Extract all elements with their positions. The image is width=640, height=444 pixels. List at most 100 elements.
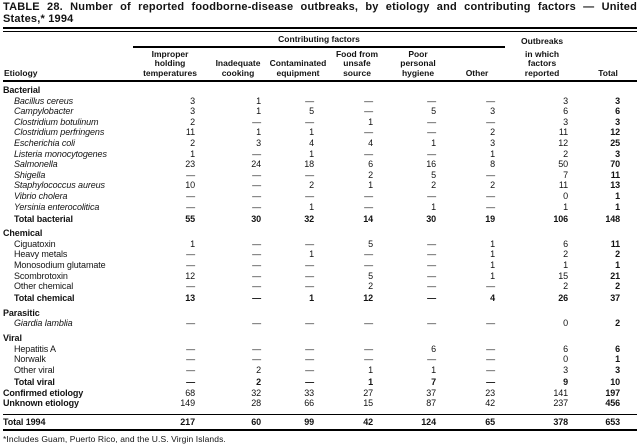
cell-value: 2 [256,376,261,387]
cell-value: — [305,238,314,249]
cell-value: 14 [363,213,373,224]
cell-value: 12 [610,127,621,138]
cell-value: — [305,376,314,387]
table-row: Vibrio cholera — — — — — — 0 1 [3,191,637,202]
cell-value: — [364,127,373,138]
cell-value: 30 [251,213,261,224]
cell-value: — [364,190,373,201]
cell-value: 21 [610,270,621,281]
row-label: Total chemical [14,293,75,304]
etiology-column-header: Etiology [4,67,38,78]
cell-value: — [486,201,496,212]
cell-value: 2 [368,281,373,292]
table-row: Clostridium perfringens 11 1 1— —2 11 12 [3,127,637,138]
cell-value: 653 [579,413,638,432]
cell-value: 66 [304,398,314,409]
cell-value: 9 [563,376,569,387]
cell-value: 3 [563,95,569,106]
cell-value: — [186,376,195,387]
section-label: Chemical [3,228,43,239]
cell-value: — [252,148,261,159]
cell-value: 70 [610,159,621,170]
row-label: Heavy metals [14,249,68,260]
col-header-outbreaks-reported: in which factors reported [524,48,560,78]
cell-value: — [486,376,496,387]
cell-value: 2 [615,281,621,292]
cell-value: — [486,190,496,201]
row-label: Yersinia enterocolitica [14,201,100,212]
header-spacer [3,35,133,47]
row-label: Clostridium perfringens [14,127,105,138]
cell-value: 2 [490,180,496,191]
cell-value: 3 [563,116,569,127]
cell-value: 32 [251,387,261,398]
cell-value: 1 [368,116,373,127]
cell-value: — [305,318,314,329]
cell-value: 3 [256,137,261,148]
row-label: Listeria monocytogenes [14,148,107,159]
table-row: Ciguatoxin 1 — — 5 — 1 6 11 [3,239,637,250]
cell-value: — [427,116,436,127]
row-label: Ciguatoxin [14,238,56,249]
table-title-line1: TABLE 28. Number of reported foodborne-d… [3,1,637,13]
table-row: Salmonella 23 24 18 6 16 8 50 70 [3,159,637,170]
cell-value: — [486,95,496,106]
cell-value: 15 [558,270,569,281]
cell-value: 27 [363,387,373,398]
cell-value: 68 [185,387,195,398]
table-row: Giardia lamblia — — — — — — 0 2 [3,318,637,329]
cell-value: 26 [558,293,569,304]
table-title-line2: States,* 1994 [3,13,74,25]
cell-value: 50 [558,159,569,170]
cell-value: 1 [309,293,314,304]
cell-value: 6 [431,343,436,354]
row-label: Shigella [14,169,46,180]
cell-value: 1 [490,238,496,249]
table-row: Clostridium botulinum 2 — — 1 — — 3 3 [3,117,637,128]
cell-value: — [305,95,314,106]
cell-value: — [305,116,314,127]
section-row: Chemical [3,224,637,239]
cell-value: — [486,169,496,180]
row-label: Escherichia coli [14,137,75,148]
cell-value: 30 [426,213,436,224]
cell-value: — [427,148,436,159]
cell-value: 3 [615,364,621,375]
cell-value: 3 [615,116,621,127]
table-row: Total 1994 217 60 99 42 124 65 378 653 [3,413,638,432]
cell-value: — [252,343,261,354]
cell-value: 1 [368,376,373,387]
section-label: Viral [3,333,22,344]
title-divider [3,27,637,32]
cell-value: 10 [610,376,621,387]
cell-value: 1 [615,201,621,212]
table-row: Heavy metals — — 1 — — 1 2 2 [3,249,637,260]
cell-value: 3 [490,106,496,117]
cell-value: 65 [449,413,506,432]
cell-value: — [364,106,373,117]
table-row: Escherichia coli 2 3 4 4 1 3 12 25 [3,138,637,149]
cell-value: 3 [490,137,496,148]
cell-value: 11 [185,127,195,138]
cell-value: — [186,201,195,212]
cell-value: 378 [505,413,580,432]
cell-value: 6 [563,106,569,117]
cell-value: 28 [251,398,261,409]
col-header-other: Other [465,67,489,78]
section-label: Parasitic [3,307,40,318]
cell-value: 3 [190,95,195,106]
cell-value: 0 [563,318,569,329]
cell-value: — [427,238,436,249]
table-header: Contributing factors Outbreaks Etiology … [3,34,638,81]
cell-value: — [305,281,314,292]
cell-value: — [186,249,195,260]
cell-value: 1 [615,354,621,365]
cell-value: 2 [368,169,373,180]
cell-value: 2 [563,249,569,260]
cell-value: 12 [558,137,569,148]
cell-value: 18 [304,159,314,170]
cell-value: — [427,190,436,201]
table-row: Total viral — 2 — 1 7 — 9 10 [3,375,637,387]
header-spacer [579,35,637,47]
section-row: Parasitic [3,304,637,319]
